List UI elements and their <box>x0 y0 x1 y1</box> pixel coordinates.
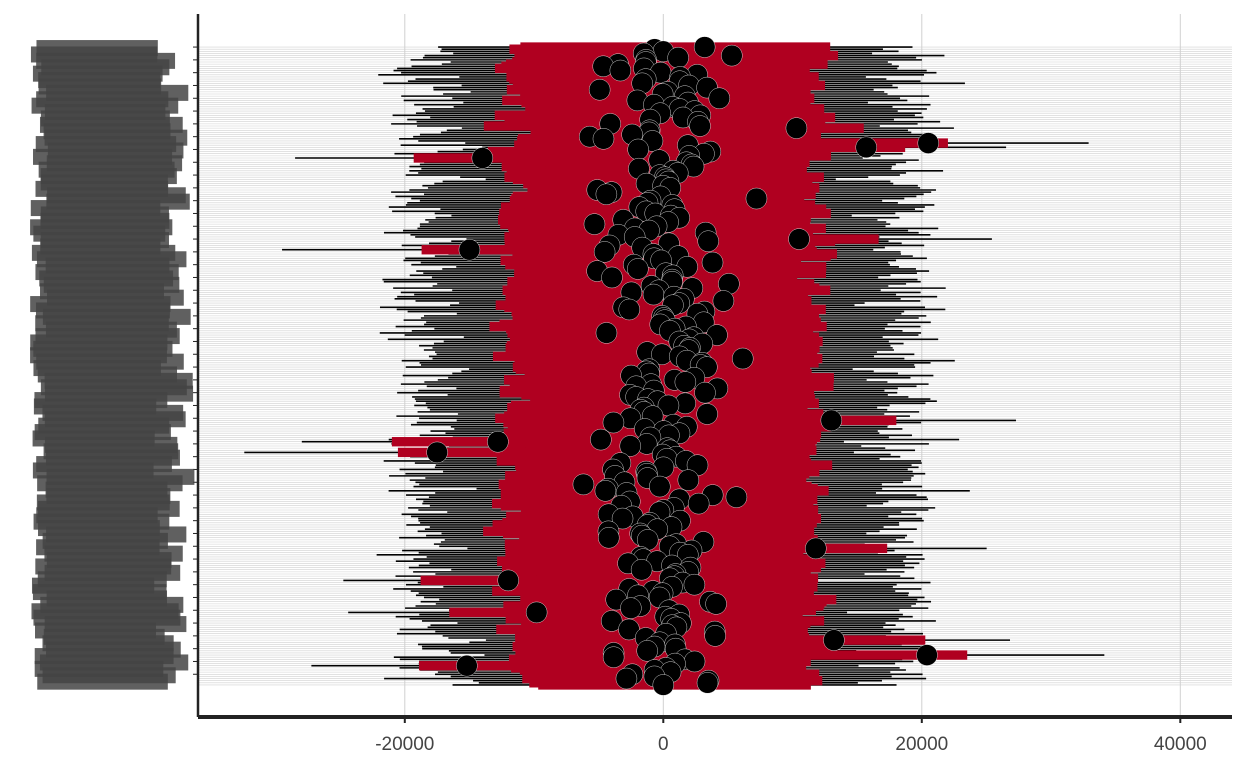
point-estimate <box>619 435 641 457</box>
point-estimate <box>689 115 711 137</box>
point-estimate <box>627 258 649 280</box>
point-estimate <box>594 480 617 502</box>
point-estimate <box>677 469 700 491</box>
point-estimate <box>649 475 671 498</box>
x-tick-label: -20000 <box>375 734 434 755</box>
point-estimate <box>855 136 877 159</box>
point-estimate <box>696 403 718 425</box>
point-estimate <box>696 672 719 694</box>
x-tick-label: 20000 <box>895 734 948 755</box>
point-estimate <box>712 290 735 312</box>
point-estimate <box>618 298 640 321</box>
point-estimate <box>592 128 615 150</box>
point-estimate <box>601 266 623 289</box>
point-estimate <box>588 79 611 101</box>
point-estimate <box>694 381 716 404</box>
point-estimate <box>697 230 719 252</box>
x-tick-label: 0 <box>658 734 669 755</box>
point-estimate <box>785 117 808 139</box>
point-estimate <box>687 492 710 515</box>
point-estimate <box>458 239 481 261</box>
point-estimate <box>456 655 478 677</box>
point-estimate <box>627 138 649 161</box>
point-estimate <box>590 428 612 451</box>
point-estimate <box>602 411 625 434</box>
point-estimate <box>683 650 706 673</box>
point-estimate <box>620 597 642 619</box>
axes: -20000 0 20000 40000 <box>193 14 1232 755</box>
point-estimate <box>674 371 697 393</box>
point-estimate <box>704 625 726 647</box>
point-estimate <box>721 44 743 67</box>
point-estimate <box>820 409 843 432</box>
point-estimate <box>497 569 519 592</box>
point-estimate <box>471 147 494 169</box>
point-estimate <box>602 646 625 668</box>
point-estimate <box>701 251 724 274</box>
point-estimate <box>593 241 616 263</box>
point-estimate <box>525 601 548 624</box>
point-estimate <box>917 132 939 154</box>
point-estimate <box>652 674 674 696</box>
point-estimate <box>788 228 810 250</box>
point-estimate <box>595 322 618 344</box>
point-estimate <box>487 431 509 453</box>
point-estimate <box>667 47 689 69</box>
point-estimate <box>572 473 595 496</box>
point-estimate <box>725 486 748 508</box>
point-estimate <box>708 87 731 109</box>
point-estimate <box>823 629 845 651</box>
inner-interval <box>538 680 811 690</box>
point-estimate <box>693 36 716 58</box>
y-tick-label <box>37 673 168 690</box>
point-estimate <box>630 559 653 581</box>
point-estimate <box>426 441 448 464</box>
point-estimate <box>583 213 606 235</box>
x-tick-label: 40000 <box>1154 734 1207 755</box>
point-estimate <box>611 507 634 530</box>
category-labels <box>30 40 195 690</box>
point-estimate <box>598 527 620 549</box>
point-estimate <box>745 187 768 210</box>
point-estimate <box>601 610 623 632</box>
point-estimate <box>805 537 827 560</box>
point-estimate <box>642 283 665 306</box>
point-estimate <box>916 644 938 666</box>
point-estimate <box>615 667 638 690</box>
point-estimate <box>595 183 618 205</box>
point-estimate <box>705 593 727 615</box>
point-estimate <box>683 573 706 596</box>
point-estimate <box>732 347 754 370</box>
point-estimate-series <box>426 36 939 696</box>
point-estimate <box>636 640 658 662</box>
point-estimate <box>609 59 632 82</box>
